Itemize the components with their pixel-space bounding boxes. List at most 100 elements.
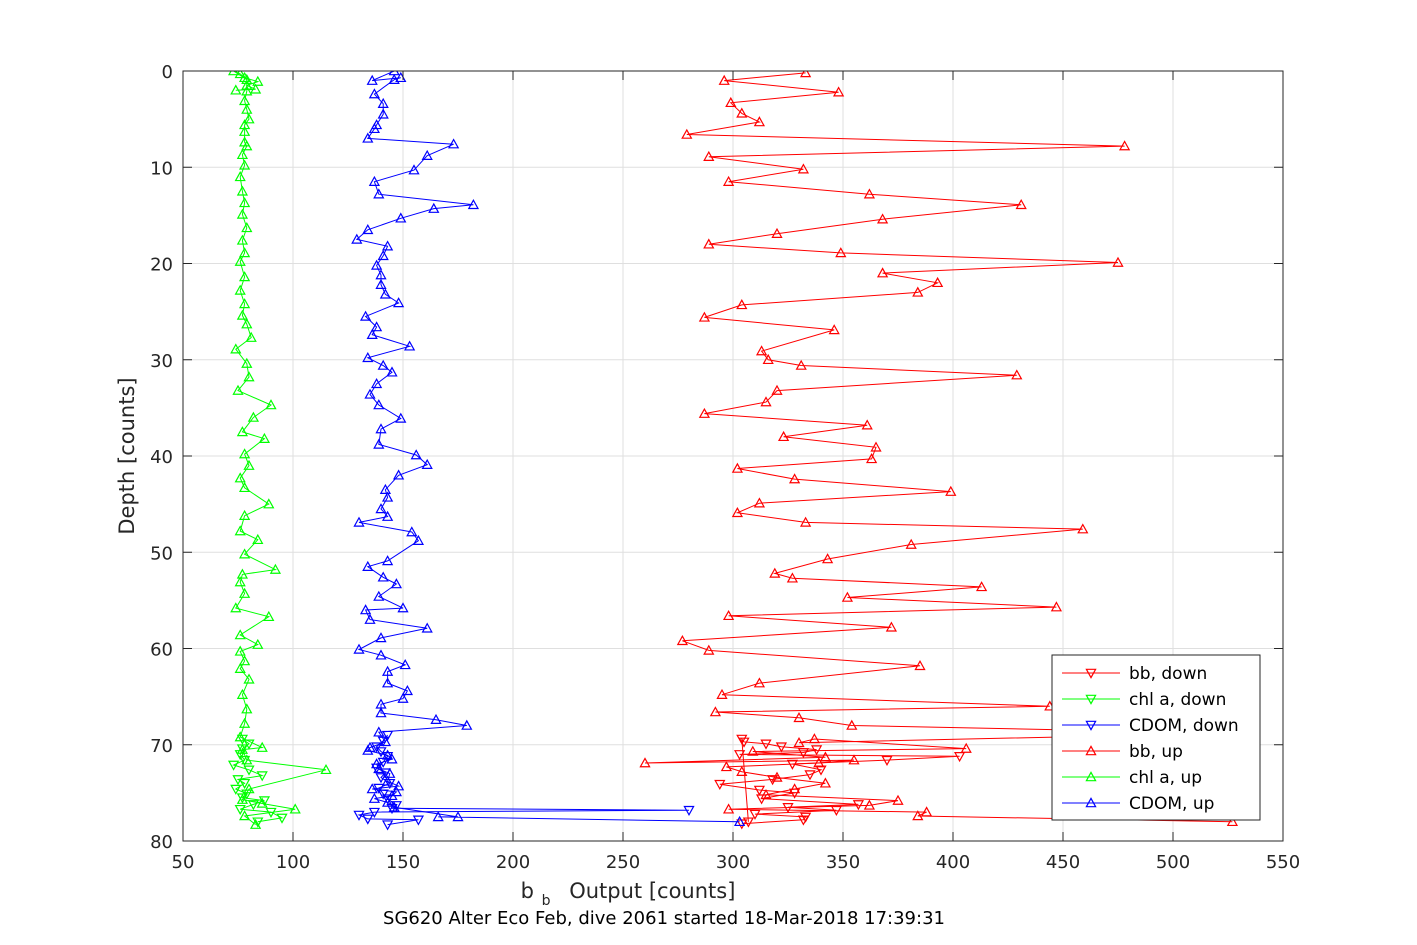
legend-entry: CDOM, down: [1062, 716, 1239, 736]
data-point-bb-down: [810, 745, 823, 756]
y-tick-label: 10: [150, 158, 173, 179]
data-point-bb-up: [731, 506, 744, 518]
data-point-cdom-up: [359, 310, 372, 321]
data-point-chl-a-up: [232, 384, 244, 395]
data-point-cdom-up: [392, 780, 405, 791]
data-point-cdom-up: [362, 351, 374, 363]
data-point-cdom-up: [733, 815, 746, 827]
data-point-bb-up: [709, 706, 722, 717]
data-point-bb-up: [722, 803, 735, 814]
data-point-chl-a-up: [230, 84, 242, 95]
data-point-chl-a-down: [234, 750, 246, 761]
data-point-bb-down: [733, 750, 746, 761]
data-point-cdom-up: [370, 377, 383, 389]
legend-entries: bb, down chl a, down CDOM, down bb, up chl a…: [1062, 664, 1239, 814]
data-point-chl-a-up: [238, 95, 251, 106]
data-point-bb-up: [795, 359, 807, 370]
data-point-bb-up: [793, 711, 805, 723]
legend-entry: bb, up: [1062, 742, 1183, 762]
data-point-chl-a-up: [243, 113, 255, 124]
data-point-bb-up: [720, 761, 733, 772]
data-point-bb-up: [863, 188, 876, 199]
data-point-bb-up: [912, 286, 924, 297]
data-point-cdom-up: [370, 259, 383, 270]
data-point-chl-a-up: [238, 810, 251, 821]
data-point-cdom-up: [370, 758, 383, 769]
data-point-chl-a-down: [256, 771, 268, 782]
x-tick-label: 150: [386, 852, 420, 873]
legend-marker: [1085, 694, 1097, 705]
data-point-chl-a-down: [252, 817, 264, 828]
data-point-cdom-up: [377, 108, 389, 119]
data-point-bb-up: [1015, 198, 1027, 210]
legend-entry: bb, down: [1062, 664, 1207, 684]
data-point-bb-up: [1112, 256, 1124, 267]
data-point-cdom-up: [381, 240, 394, 251]
data-point-cdom-up: [375, 707, 387, 718]
data-point-cdom-up: [364, 388, 376, 399]
data-point-cdom-up: [370, 321, 383, 332]
data-point-chl-a-up: [234, 525, 246, 536]
data-point-bb-up: [799, 516, 812, 527]
data-point-bb-up: [892, 794, 904, 805]
y-tick-label: 70: [150, 736, 173, 757]
x-axis-ticks: 50 100 150 200 250 300 350 400 450 500 550: [172, 71, 1300, 873]
data-point-chl-a-up: [252, 533, 264, 545]
x-axis-title-subscript: b: [542, 893, 551, 909]
data-point-bb-up: [931, 276, 944, 288]
data-point-bb-up: [846, 719, 858, 730]
data-point-cdom-up: [428, 202, 440, 213]
data-point-bb-up: [876, 267, 889, 278]
data-point-chl-a-up: [234, 472, 246, 483]
data-point-cdom-up: [362, 132, 374, 143]
data-point-chl-a-up: [234, 71, 246, 79]
y-tick-label: 20: [150, 255, 173, 276]
y-tick-label: 50: [150, 543, 173, 564]
y-tick-label: 30: [150, 351, 173, 372]
data-point-chl-a-up: [241, 703, 253, 714]
data-point-cdom-up: [370, 119, 383, 130]
x-tick-label: 200: [496, 852, 530, 873]
data-point-bb-up: [832, 86, 845, 97]
data-point-bb-up: [905, 538, 917, 549]
y-tick-label: 60: [150, 640, 173, 661]
data-point-cdom-up: [364, 613, 376, 624]
data-point-cdom-down: [370, 742, 383, 753]
data-point-cdom-up: [377, 359, 389, 370]
data-point-bb-up: [736, 765, 748, 776]
data-point-cdom-up: [432, 811, 444, 822]
data-point-bb-up: [769, 567, 781, 578]
data-point-bb-down: [755, 794, 768, 805]
data-point-chl-a-up: [249, 83, 262, 94]
data-point-cdom-up: [375, 269, 387, 280]
y-axis-title: Depth [counts]: [115, 377, 139, 534]
data-point-cdom-up: [379, 483, 392, 494]
data-point-chl-a-down: [247, 800, 260, 811]
data-point-bb-down: [799, 812, 812, 823]
data-point-cdom-up: [362, 223, 374, 235]
data-point-bb-up: [698, 407, 711, 418]
data-point-cdom-up: [461, 719, 473, 730]
data-point-bb-up: [841, 591, 854, 602]
data-point-cdom-up: [373, 726, 385, 737]
series-bb-up: [639, 71, 1239, 827]
data-point-cdom-down: [368, 807, 381, 818]
y-tick-label: 40: [150, 447, 173, 468]
data-point-bb-up: [960, 742, 972, 753]
data-point-cdom-up: [381, 555, 394, 566]
data-point-bb-up: [760, 788, 772, 800]
data-point-bb-up: [813, 757, 825, 768]
data-point-cdom-up: [359, 604, 372, 615]
data-point-bb-down: [852, 800, 865, 811]
data-point-cdom-up: [381, 775, 394, 786]
data-point-chl-a-up: [256, 797, 268, 808]
data-point-bb-down: [736, 734, 748, 745]
data-point-chl-a-up: [236, 743, 249, 754]
data-point-bb-up: [722, 609, 735, 621]
data-point-cdom-up: [421, 149, 433, 160]
data-point-chl-a-up: [230, 602, 242, 613]
data-point-chl-a-up: [320, 763, 332, 775]
data-point-chl-a-up: [241, 85, 253, 96]
data-point-cdom-up: [353, 643, 365, 654]
data-point-bb-up: [975, 581, 988, 592]
